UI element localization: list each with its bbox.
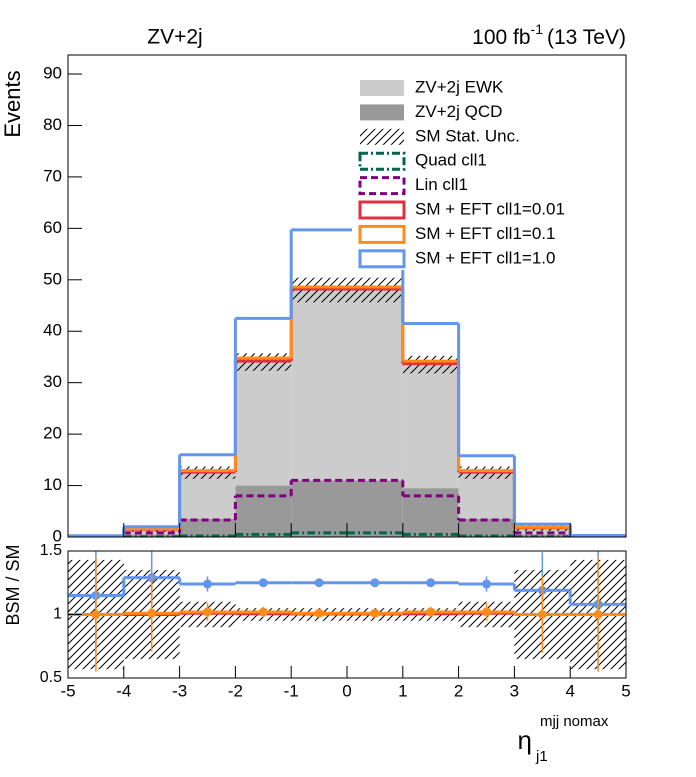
y-tick-label: 0.5 [40,669,62,686]
chart-title: ZV+2j [147,26,202,49]
x-tick-label: -5 [60,681,75,700]
energy: (13 TeV) [547,26,626,49]
legend-swatch [360,104,404,120]
y-tick-label: 1 [53,606,62,623]
x-tick-label: -1 [284,681,299,700]
stack-bar [235,362,291,485]
x-axis-title-sup: mjj nomax [540,713,609,730]
ratio-point [370,578,379,587]
x-tick-label: 4 [565,681,574,700]
x-axis-title-sub: j1 [535,748,548,765]
legend-label: SM + EFT cll1=0.1 [415,224,555,243]
x-tick-label: 3 [510,681,519,700]
y-tick-label: 20 [43,424,62,443]
stack-bar [291,480,347,537]
y-tick-label: 40 [43,321,62,340]
ratio-point [259,578,268,587]
y-tick-label: 70 [43,166,62,185]
ratio-y-axis-title: BSM / SM [3,544,23,625]
stack-bar [459,519,515,537]
y-axis-title: Events [0,70,25,137]
legend-label: ZV+2j QCD [415,102,502,121]
lumi: 100 fb [472,26,530,49]
ratio-point [259,607,268,616]
x-tick-label: 1 [398,681,407,700]
y-tick-label: 50 [43,269,62,288]
x-tick-label: -4 [116,681,131,700]
legend-label: SM + EFT cll1=0.01 [415,199,565,218]
stack-bar [180,519,236,537]
x-tick-label: 2 [454,681,463,700]
ratio-point [315,609,324,618]
stack-bar [403,365,459,488]
ratio-point [426,578,435,587]
y-tick-label: 1.5 [40,542,62,559]
lumi-exp: -1 [531,21,544,37]
stack-bar [459,473,515,519]
ratio-point [370,609,379,618]
y-tick-label: 30 [43,372,62,391]
ratio-point [426,607,435,616]
x-tick-label: 0 [342,681,351,700]
y-tick-label: 10 [43,475,62,494]
y-tick-label: 60 [43,218,62,237]
ratio-point [538,610,547,619]
x-axis-title: η [518,725,532,755]
ratio-point [482,607,491,616]
stack-bar [347,480,403,537]
ratio-point [147,609,156,618]
x-tick-label: -3 [172,681,187,700]
legend-swatch [360,80,404,96]
ratio-point [594,610,603,619]
x-tick-label: -2 [228,681,243,700]
legend-label: Quad cll1 [415,151,487,170]
ratio-point [91,610,100,619]
legend: ZV+2j EWK ZV+2j QCD SM Stat. Unc. Quad cll1… [352,74,602,270]
ratio-point [203,580,212,589]
stack-bar [235,486,291,537]
legend-label: ZV+2j EWK [415,77,504,96]
stack-bar [180,473,236,519]
x-tick-label: 5 [621,681,630,700]
stack-bar [347,290,403,480]
y-tick-label: 90 [43,64,62,83]
ratio-point [315,578,324,587]
legend-label: Lin cll1 [415,175,468,194]
stack-bar [291,290,347,480]
ratio-point [482,580,491,589]
lumi-label: 100 fb-1(13 TeV) [472,21,626,49]
legend-label: SM Stat. Unc. [415,126,520,145]
ratio-point [203,607,212,616]
y-tick-label: 80 [43,115,62,134]
legend-label: SM + EFT cll1=1.0 [415,248,555,267]
legend-swatch [360,129,404,145]
